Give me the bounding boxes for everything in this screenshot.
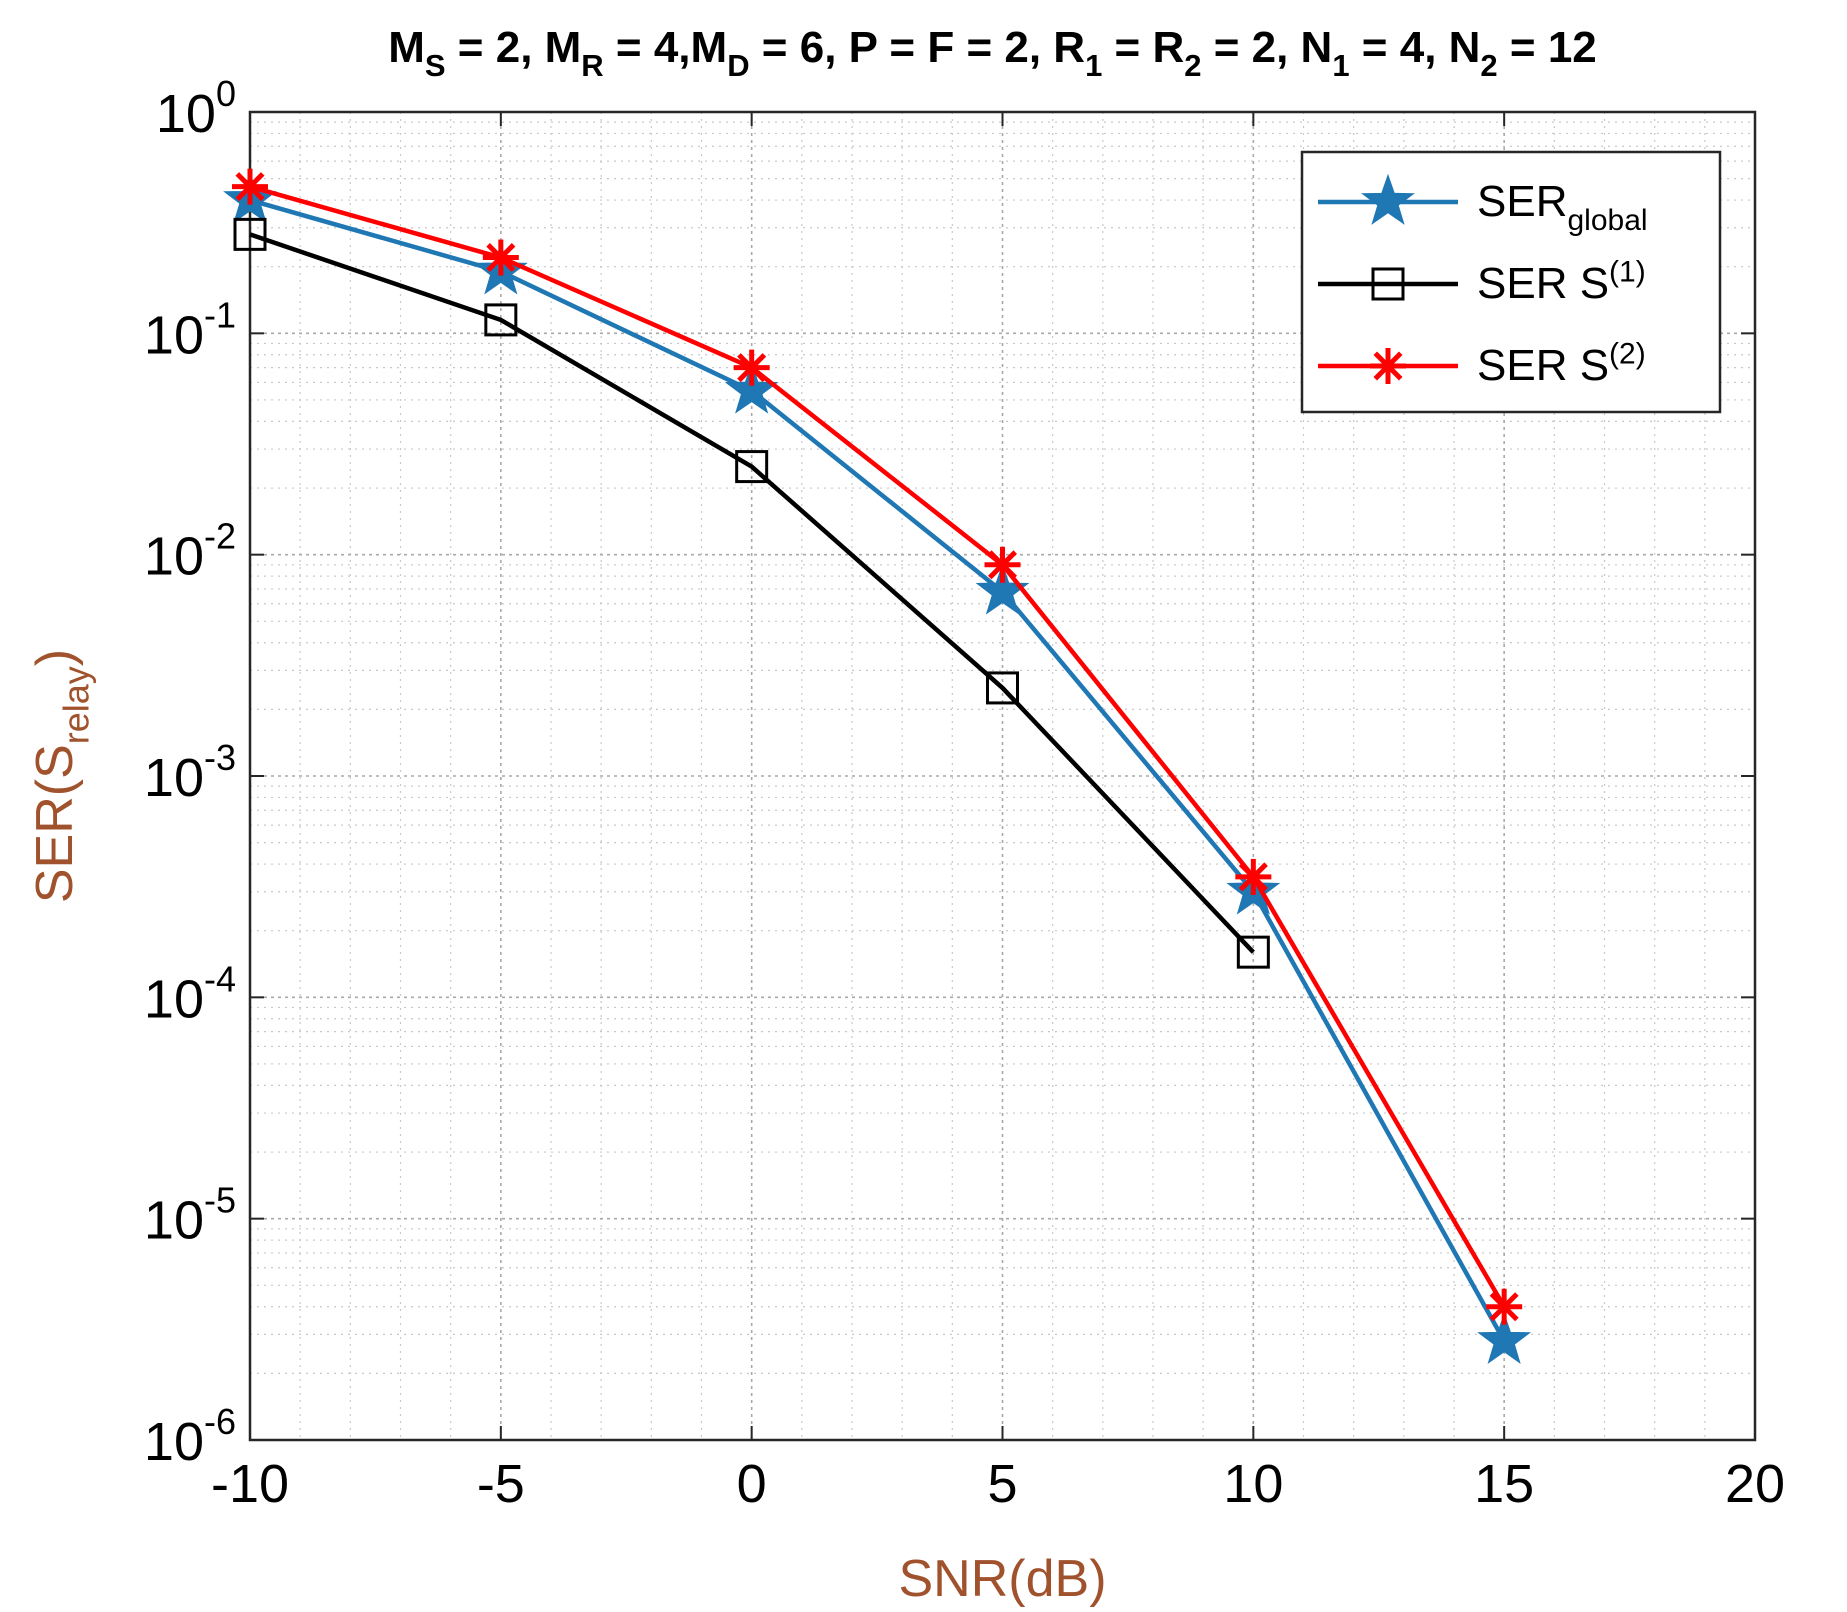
y-tick-label: 10-4 bbox=[144, 958, 236, 1029]
legend-label: SERglobal bbox=[1477, 177, 1648, 237]
chart-title: MS = 2, MR = 4,MD = 6, P = F = 2, R1 = R… bbox=[388, 23, 1597, 83]
y-axis-title: SER(Srelay) bbox=[26, 649, 97, 903]
data-point bbox=[733, 349, 770, 386]
legend-swatch-marker bbox=[1371, 267, 1405, 301]
data-point bbox=[986, 671, 1019, 705]
data-point bbox=[233, 217, 267, 251]
legend-item: SER S(2) bbox=[1318, 337, 1646, 390]
data-point bbox=[1235, 858, 1272, 895]
legend-swatch-marker bbox=[1361, 173, 1415, 225]
x-tick-label: 10 bbox=[1223, 1454, 1283, 1514]
legend-label: SER S(1) bbox=[1477, 255, 1646, 308]
legend-label: SER S(2) bbox=[1477, 337, 1646, 390]
y-tick-label: 10-2 bbox=[144, 516, 236, 587]
series-line bbox=[249, 232, 1255, 954]
y-tick-label: 10-1 bbox=[144, 294, 236, 365]
x-tick-label: 0 bbox=[737, 1454, 767, 1514]
data-point bbox=[232, 168, 268, 205]
x-tick-label: 20 bbox=[1725, 1454, 1785, 1514]
data-point bbox=[735, 450, 769, 484]
axes: -10 -5 0 5 10 15 20 100 10-1 10-2 10-3 10-4 10-5 10-6 bbox=[144, 73, 1785, 1514]
legend-swatch-marker bbox=[1370, 348, 1406, 384]
x-tick-label: -5 bbox=[477, 1454, 525, 1514]
x-tick-label: 15 bbox=[1474, 1454, 1534, 1514]
data-point bbox=[484, 303, 518, 337]
series-2 bbox=[232, 168, 1523, 1325]
x-tick-label: -10 bbox=[211, 1454, 289, 1514]
data-point bbox=[1486, 1288, 1523, 1325]
data-point bbox=[984, 546, 1021, 583]
data-point bbox=[1236, 935, 1270, 969]
legend: SERglobal SER S(1) SER S(2) bbox=[1300, 150, 1722, 414]
data-point bbox=[975, 563, 1030, 615]
data-point bbox=[482, 239, 519, 276]
series-line bbox=[249, 197, 1507, 1343]
series bbox=[223, 168, 1532, 1364]
legend-item: SERglobal bbox=[1318, 173, 1648, 237]
x-tick-label: 5 bbox=[987, 1454, 1017, 1514]
series-line bbox=[249, 184, 1507, 1308]
series-1 bbox=[233, 217, 1270, 969]
data-point bbox=[1477, 1312, 1532, 1364]
x-axis-title: SNR(dB) bbox=[898, 1550, 1106, 1608]
y-tick-label: 100 bbox=[156, 73, 236, 144]
y-tick-label: 10-6 bbox=[144, 1401, 236, 1472]
y-tick-label: 10-5 bbox=[144, 1180, 236, 1251]
legend-item: SER S(1) bbox=[1318, 255, 1646, 308]
y-tick-label: 10-3 bbox=[144, 737, 236, 808]
